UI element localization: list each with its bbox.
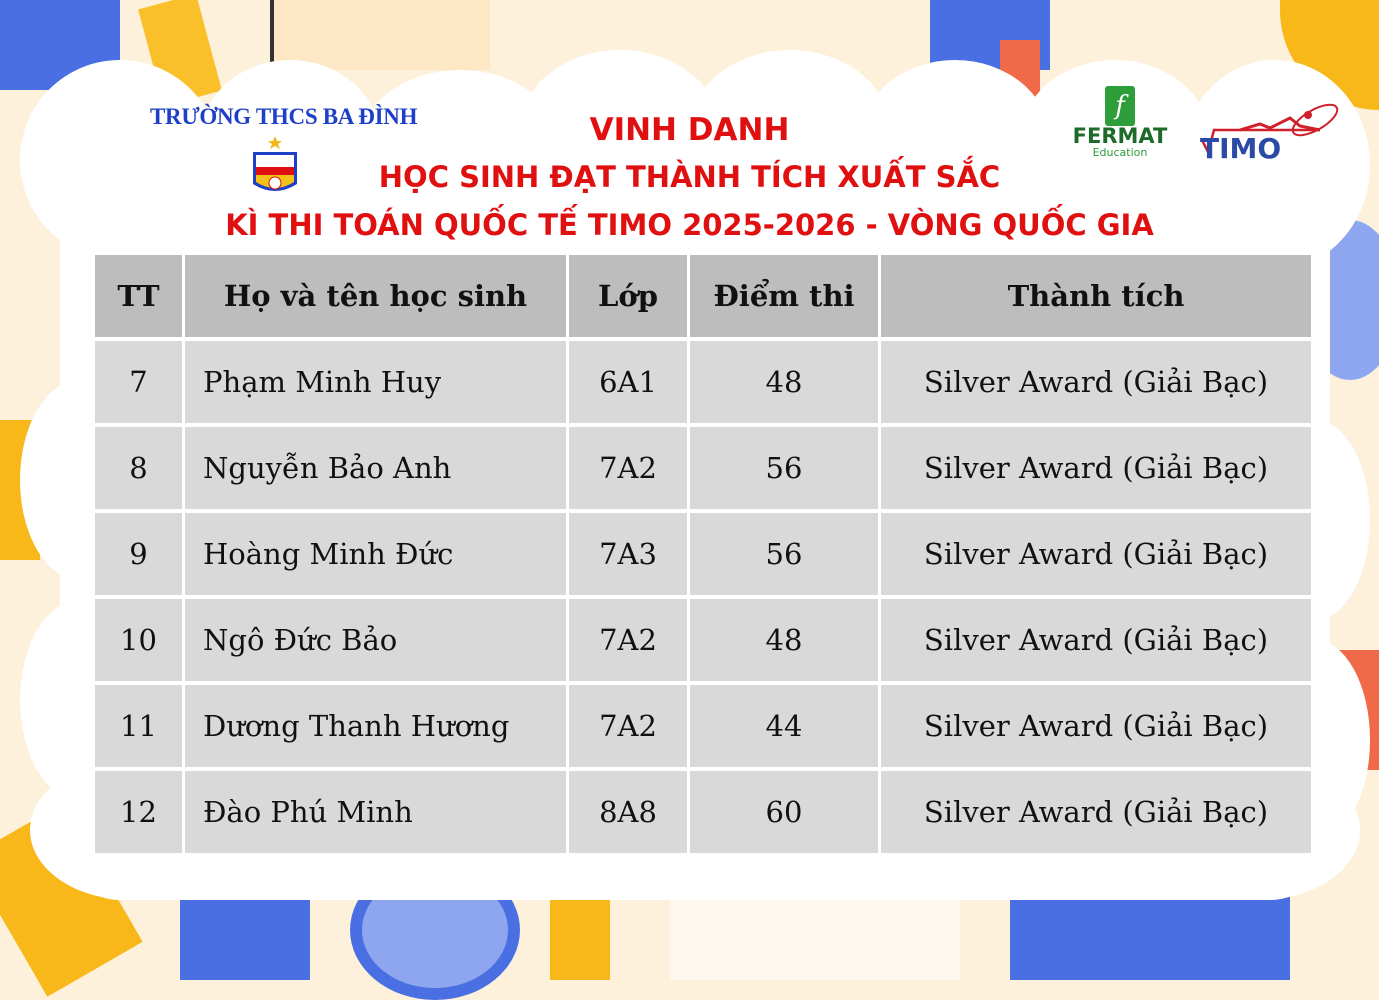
cell-name: Đào Phú Minh <box>185 771 566 853</box>
cell-score: 56 <box>690 513 878 595</box>
blue-cup-decoration <box>180 890 310 980</box>
cell-class: 7A3 <box>569 513 687 595</box>
cell-name: Ngô Đức Bảo <box>185 599 566 681</box>
column-header-tt: TT <box>95 255 182 337</box>
cell-tt: 8 <box>95 427 182 509</box>
cell-award: Silver Award (Giải Bạc) <box>881 513 1311 595</box>
cell-name: Nguyễn Bảo Anh <box>185 427 566 509</box>
cell-award: Silver Award (Giải Bạc) <box>881 427 1311 509</box>
table-row: 8 Nguyễn Bảo Anh 7A2 56 Silver Award (Giải B… <box>95 427 1311 509</box>
cell-name: Hoàng Minh Đức <box>185 513 566 595</box>
cell-score: 56 <box>690 427 878 509</box>
column-header-class: Lớp <box>569 255 687 337</box>
title-line-3: KÌ THI TOÁN QUỐC TẾ TIMO 2025-2026 - VÒN… <box>225 208 1154 242</box>
column-header-name: Họ và tên học sinh <box>185 255 566 337</box>
fermat-logo: f FERMAT Education <box>1070 86 1170 159</box>
abacus-decoration <box>270 0 490 70</box>
cell-class: 7A2 <box>569 427 687 509</box>
timo-logo: TIMO <box>1200 90 1350 170</box>
cell-score: 48 <box>690 341 878 423</box>
cell-award: Silver Award (Giải Bạc) <box>881 685 1311 767</box>
cell-tt: 12 <box>95 771 182 853</box>
cell-award: Silver Award (Giải Bạc) <box>881 341 1311 423</box>
cell-score: 48 <box>690 599 878 681</box>
results-table: TT Họ và tên học sinh Lớp Điểm thi Thành… <box>92 251 1314 857</box>
table-row: 12 Đào Phú Minh 8A8 60 Silver Award (Giải Bạ… <box>95 771 1311 853</box>
table-row: 7 Phạm Minh Huy 6A1 48 Silver Award (Giải Bạ… <box>95 341 1311 423</box>
table-row: 11 Dương Thanh Hương 7A2 44 Silver Award (Gi… <box>95 685 1311 767</box>
cell-score: 44 <box>690 685 878 767</box>
school-crest-logo <box>253 136 297 191</box>
cell-score: 60 <box>690 771 878 853</box>
cell-class: 6A1 <box>569 341 687 423</box>
cell-tt: 10 <box>95 599 182 681</box>
title-line-2: HỌC SINH ĐẠT THÀNH TÍCH XUẤT SẮC <box>378 160 1001 194</box>
fermat-book-icon: f <box>1105 86 1135 126</box>
cell-name: Phạm Minh Huy <box>185 341 566 423</box>
table-row: 10 Ngô Đức Bảo 7A2 48 Silver Award (Giải Bạc… <box>95 599 1311 681</box>
cell-award: Silver Award (Giải Bạc) <box>881 771 1311 853</box>
atom-skyline-icon <box>1200 103 1339 156</box>
table-row: 9 Hoàng Minh Đức 7A3 56 Silver Award (Giải B… <box>95 513 1311 595</box>
cell-class: 7A2 <box>569 599 687 681</box>
table-header-row: TT Họ và tên học sinh Lớp Điểm thi Thành… <box>95 255 1311 337</box>
cell-class: 8A8 <box>569 771 687 853</box>
school-name: TRƯỜNG THCS BA ĐÌNH <box>150 104 418 129</box>
column-header-score: Điểm thi <box>690 255 878 337</box>
cell-name: Dương Thanh Hương <box>185 685 566 767</box>
cell-tt: 9 <box>95 513 182 595</box>
cell-class: 7A2 <box>569 685 687 767</box>
cell-award: Silver Award (Giải Bạc) <box>881 599 1311 681</box>
title-line-1: VINH DANH <box>589 112 790 148</box>
column-header-award: Thành tích <box>881 255 1311 337</box>
cell-tt: 7 <box>95 341 182 423</box>
cell-tt: 11 <box>95 685 182 767</box>
